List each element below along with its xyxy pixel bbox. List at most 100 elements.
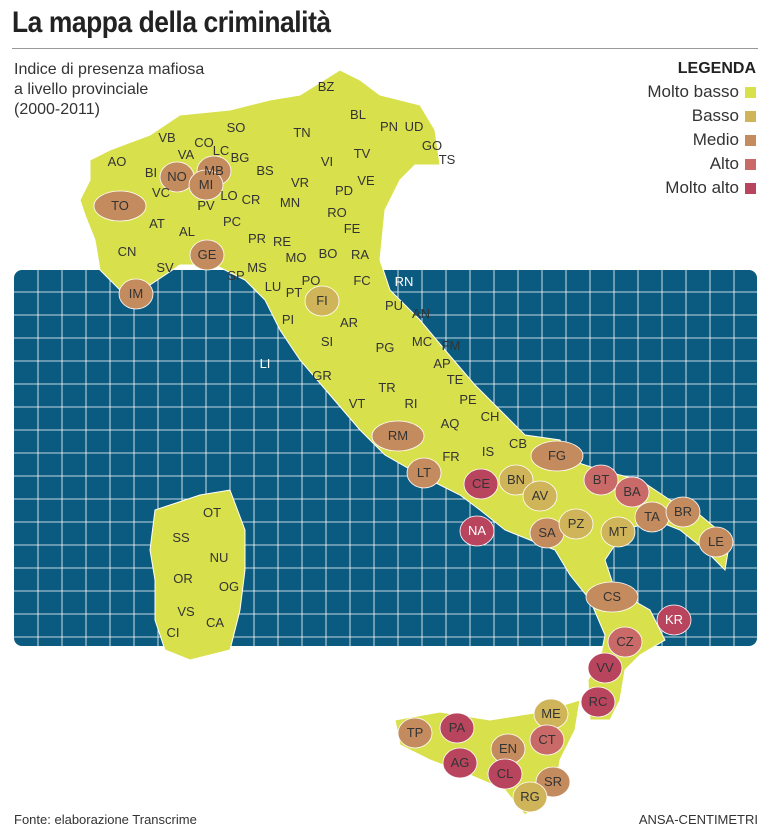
province-label-le: LE xyxy=(708,534,724,549)
province-area-fg xyxy=(530,440,584,472)
province-label-fi: FI xyxy=(316,293,328,308)
province-label-pt: PT xyxy=(286,285,303,300)
province-area-fi xyxy=(304,285,340,317)
province-label-tp: TP xyxy=(407,725,424,740)
province-label-im: IM xyxy=(129,286,143,301)
subtitle-line: a livello provinciale xyxy=(14,81,149,98)
province-area-pa xyxy=(439,712,475,744)
legend-swatch xyxy=(745,135,756,147)
province-label-bt: BT xyxy=(593,472,610,487)
province-area-br xyxy=(665,496,701,528)
province-label-ct: CT xyxy=(538,732,555,747)
province-label-re: RE xyxy=(273,234,291,249)
province-label-ro: RO xyxy=(327,205,347,220)
province-label-pc: PC xyxy=(223,214,241,229)
province-label-so: SO xyxy=(227,120,246,135)
province-label-mn: MN xyxy=(280,195,300,210)
province-label-pn: PN xyxy=(380,119,398,134)
province-label-ao: AO xyxy=(108,154,127,169)
legend-label: Medio xyxy=(692,130,739,149)
province-label-tv: TV xyxy=(354,146,371,161)
province-area-na xyxy=(459,515,495,547)
province-label-ca: CA xyxy=(206,615,224,630)
province-area-tp xyxy=(397,717,433,749)
province-label-at: AT xyxy=(149,216,165,231)
province-label-rn: RN xyxy=(395,274,414,289)
province-label-ot: OT xyxy=(203,505,221,520)
province-label-bz: BZ xyxy=(318,79,335,94)
province-area-av xyxy=(522,480,558,512)
province-label-bi: BI xyxy=(145,165,157,180)
province-label-pi: PI xyxy=(282,312,294,327)
province-label-cb: CB xyxy=(509,436,527,451)
province-area-lt xyxy=(406,457,442,489)
legend-label: Molto basso xyxy=(647,82,739,101)
province-area-ct xyxy=(529,724,565,756)
province-label-bn: BN xyxy=(507,472,525,487)
province-label-ge: GE xyxy=(198,247,217,262)
province-label-fg: FG xyxy=(548,448,566,463)
subtitle-line: (2000-2011) xyxy=(14,101,100,118)
province-label-vb: VB xyxy=(158,130,175,145)
title-divider xyxy=(12,48,758,49)
province-area-to xyxy=(93,190,147,222)
province-label-cl: CL xyxy=(497,766,514,781)
province-label-vt: VT xyxy=(349,396,366,411)
province-label-pz: PZ xyxy=(568,516,585,531)
province-label-or: OR xyxy=(173,571,193,586)
province-label-mc: MC xyxy=(412,334,432,349)
legend-swatch xyxy=(745,87,756,99)
province-area-mt xyxy=(600,516,636,548)
province-label-lc: LC xyxy=(213,143,230,158)
province-label-bg: BG xyxy=(231,150,250,165)
province-label-lt: LT xyxy=(417,465,431,480)
province-label-li: LI xyxy=(260,356,271,371)
province-area-ag xyxy=(442,747,478,779)
province-label-lu: LU xyxy=(265,279,282,294)
province-label-is: IS xyxy=(482,444,495,459)
province-label-cz: CZ xyxy=(616,634,633,649)
province-area-ce xyxy=(463,468,499,500)
province-label-al: AL xyxy=(179,224,195,239)
source-note: Fonte: elaborazione Transcrime xyxy=(14,812,197,827)
legend-item: Molto alto xyxy=(647,176,756,200)
province-label-vi: VI xyxy=(321,154,333,169)
province-label-mt: MT xyxy=(609,524,628,539)
province-label-br: BR xyxy=(674,504,692,519)
province-label-to: TO xyxy=(111,198,129,213)
legend-title: LEGENDA xyxy=(677,60,756,77)
province-area-mi xyxy=(188,169,224,201)
province-label-pe: PE xyxy=(459,392,477,407)
subtitle-line: Indice di presenza mafiosa xyxy=(14,61,205,78)
province-label-ri: RI xyxy=(405,396,418,411)
province-label-vs: VS xyxy=(177,604,195,619)
province-label-co: CO xyxy=(194,135,214,150)
legend-item: Alto xyxy=(647,152,756,176)
province-label-rg: RG xyxy=(520,789,540,804)
province-label-go: GO xyxy=(422,138,442,153)
province-risk-areas xyxy=(93,155,734,813)
province-label-ce: CE xyxy=(472,476,490,491)
province-label-lo: LO xyxy=(220,188,237,203)
province-label-cr: CR xyxy=(242,192,261,207)
legend-label: Alto xyxy=(709,154,739,173)
legend-label: Molto alto xyxy=(665,178,739,197)
province-label-te: TE xyxy=(447,372,464,387)
province-label-ts: TS xyxy=(439,152,456,167)
province-label-kr: KR xyxy=(665,612,683,627)
province-label-ud: UD xyxy=(405,119,424,134)
subtitle: Indice di presenza mafiosa a livello pro… xyxy=(14,60,244,120)
province-label-tr: TR xyxy=(378,380,395,395)
province-label-ar: AR xyxy=(340,315,358,330)
province-area-bt xyxy=(583,464,619,496)
province-label-mi: MI xyxy=(199,177,213,192)
province-label-en: EN xyxy=(499,741,517,756)
province-label-ci: CI xyxy=(167,625,180,640)
province-label-vr: VR xyxy=(291,175,309,190)
province-label-av: AV xyxy=(532,488,549,503)
province-label-ss: SS xyxy=(172,530,190,545)
province-label-mb: MB xyxy=(204,163,224,178)
